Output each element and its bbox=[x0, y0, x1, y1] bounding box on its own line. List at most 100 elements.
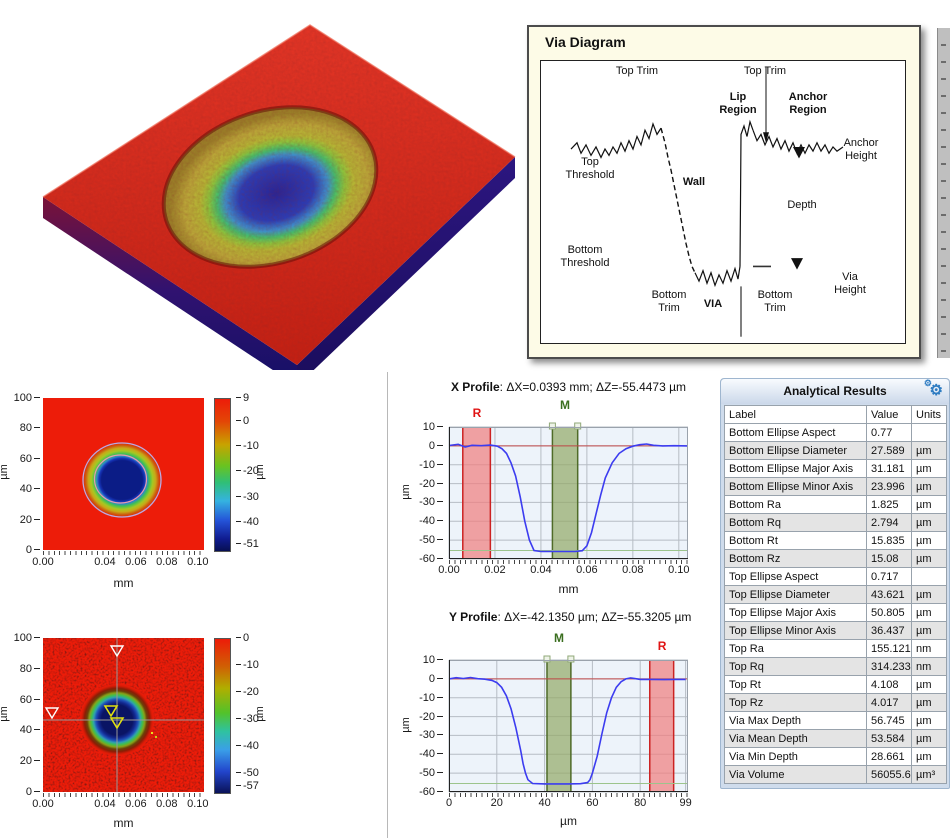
result-label: Top Rt bbox=[724, 675, 867, 694]
result-value: 27.589 bbox=[866, 441, 912, 460]
cursor-triangle-left[interactable] bbox=[44, 707, 60, 720]
cursor-triangle-top[interactable] bbox=[109, 645, 125, 658]
result-units: µm bbox=[911, 585, 947, 604]
table-row[interactable]: Bottom Rt 15.835 µm bbox=[724, 531, 947, 550]
result-label: Via Mean Depth bbox=[724, 729, 867, 748]
result-units: µm bbox=[911, 513, 947, 532]
result-units bbox=[911, 567, 947, 586]
table-row[interactable]: Bottom Ellipse Major Axis 31.181 µm bbox=[724, 459, 947, 478]
slab-side-right bbox=[297, 157, 515, 370]
table-row[interactable]: Top Ellipse Aspect 0.717 bbox=[724, 567, 947, 586]
y-profile-y-ticks: 10 0 -10 -20 -30 -40 -50 -60 bbox=[413, 654, 444, 798]
result-label: Via Min Depth bbox=[724, 747, 867, 766]
result-value: 31.181 bbox=[866, 459, 912, 478]
x-tick-label: 0.10 bbox=[668, 564, 690, 576]
y-tick-label: 10 bbox=[422, 421, 444, 433]
x-tick-label: 0.00 bbox=[32, 556, 54, 568]
colorbar-tick-label: 9 bbox=[235, 392, 250, 404]
table-row[interactable]: Bottom Rq 2.794 µm bbox=[724, 513, 947, 532]
result-label: Bottom Rz bbox=[724, 549, 867, 568]
settings-gears-icon[interactable]: ⚙ ⚙ bbox=[923, 378, 943, 399]
y-tick-label: 80 bbox=[19, 662, 41, 675]
result-units: µm bbox=[911, 693, 947, 712]
hm1-heatmap-image bbox=[43, 398, 204, 550]
results-table: Label Value Units Bottom Ellipse Aspect 0… bbox=[724, 405, 947, 784]
result-value: 2.794 bbox=[866, 513, 912, 532]
y-profile-r-band-label: R bbox=[657, 639, 667, 653]
y-tick-label: 60 bbox=[19, 452, 41, 465]
m-band-handle[interactable] bbox=[543, 655, 551, 663]
x-profile-plot bbox=[448, 422, 689, 560]
y-tick-label: 10 bbox=[422, 654, 444, 666]
y-tick-label: 0 bbox=[428, 439, 444, 452]
colorbar-tick-label: -30 bbox=[236, 713, 259, 726]
result-units: µm bbox=[911, 711, 947, 730]
slab-side-left bbox=[43, 197, 297, 370]
table-row[interactable]: Top Ellipse Major Axis 50.805 µm bbox=[724, 603, 947, 622]
top-ellipse-outline bbox=[82, 442, 162, 518]
table-row[interactable]: Via Volume 56055.6 µm³ bbox=[724, 765, 947, 784]
x-profile-r-band-label: R bbox=[472, 406, 482, 420]
y-tick-label: -40 bbox=[419, 748, 443, 761]
table-row[interactable]: Top Ra 155.121 nm bbox=[724, 639, 947, 658]
result-label: Via Volume bbox=[724, 765, 867, 784]
m-band[interactable] bbox=[546, 660, 571, 792]
table-row[interactable]: Bottom Ellipse Minor Axis 23.996 µm bbox=[724, 477, 947, 496]
result-value: 15.835 bbox=[866, 531, 912, 550]
table-row[interactable]: Top Rt 4.108 µm bbox=[724, 675, 947, 694]
result-label: Top Rz bbox=[724, 693, 867, 712]
result-value: 50.805 bbox=[866, 603, 912, 622]
table-row[interactable]: Via Min Depth 28.661 µm bbox=[724, 747, 947, 766]
y-tick-label: 80 bbox=[19, 422, 41, 435]
via-diagram-panel: Via Diagram bbox=[527, 25, 921, 359]
table-row[interactable]: Top Ellipse Diameter 43.621 µm bbox=[724, 585, 947, 604]
colorbar-tick-label: -51 bbox=[236, 538, 259, 550]
column-header-units: Units bbox=[911, 405, 947, 424]
hm1-y-ticks: 0 20 40 60 80 100 bbox=[10, 392, 41, 556]
result-units: µm bbox=[911, 675, 947, 694]
result-value: 4.017 bbox=[866, 693, 912, 712]
r-band[interactable] bbox=[462, 427, 491, 559]
x-tick-label: 0.04 bbox=[94, 798, 116, 810]
table-row[interactable]: Bottom Rz 15.08 µm bbox=[724, 549, 947, 568]
table-row[interactable]: Bottom Ra 1.825 µm bbox=[724, 495, 947, 514]
m-band[interactable] bbox=[552, 427, 578, 559]
result-units bbox=[911, 423, 947, 442]
colorbar-tick-label: -50 bbox=[236, 767, 259, 780]
via-diagram-canvas: Top Trim Top Trim Lip Region Anchor Regi… bbox=[540, 60, 906, 344]
result-units: µm bbox=[911, 621, 947, 640]
m-band-handle[interactable] bbox=[574, 422, 582, 430]
result-units: µm bbox=[911, 729, 947, 748]
x-profile-title: X Profile: ΔX=0.0393 mm; ΔZ=-55.4473 µm bbox=[450, 380, 687, 394]
table-row[interactable]: Top Rz 4.017 µm bbox=[724, 693, 947, 712]
table-row[interactable]: Via Max Depth 56.745 µm bbox=[724, 711, 947, 730]
x-tick-label: 40 bbox=[538, 797, 551, 809]
via-profile-sketch bbox=[570, 67, 844, 337]
result-units: µm bbox=[911, 549, 947, 568]
label-bottom-trim-left: Bottom Trim bbox=[651, 289, 687, 314]
colorbar-tick-label: -30 bbox=[236, 490, 259, 503]
table-row[interactable]: Via Mean Depth 53.584 µm bbox=[724, 729, 947, 748]
m-band-handle[interactable] bbox=[548, 422, 556, 430]
result-value: 0.717 bbox=[866, 567, 912, 586]
table-row[interactable]: Top Ellipse Minor Axis 36.437 µm bbox=[724, 621, 947, 640]
x-tick-label: 0.06 bbox=[125, 556, 147, 568]
r-band[interactable] bbox=[649, 660, 674, 792]
y-tick-label: -10 bbox=[419, 458, 443, 471]
m-band-handle[interactable] bbox=[567, 655, 575, 663]
result-units: µm bbox=[911, 495, 947, 514]
result-units: µm bbox=[911, 477, 947, 496]
cursor-triangle-center-2[interactable] bbox=[109, 717, 125, 730]
result-label: Bottom Ellipse Aspect bbox=[724, 423, 867, 442]
y-tick-label: 100 bbox=[13, 392, 41, 404]
via-diagram-title: Via Diagram bbox=[545, 34, 626, 50]
y-tick-label: -50 bbox=[419, 534, 443, 547]
table-row[interactable]: Bottom Ellipse Aspect 0.77 bbox=[724, 423, 947, 442]
hm2-colorbar-ticks: 0 -10 -20 -30 -40 -50 -57 bbox=[235, 632, 266, 792]
table-row[interactable]: Top Rq 314.233 nm bbox=[724, 657, 947, 676]
cursor-triangle-center-1[interactable] bbox=[103, 705, 119, 718]
x-tick-label: 0.00 bbox=[438, 564, 460, 576]
table-row[interactable]: Bottom Ellipse Diameter 27.589 µm bbox=[724, 441, 947, 460]
column-header-label: Label bbox=[724, 405, 867, 424]
x-tick-label: 0.06 bbox=[576, 564, 598, 576]
